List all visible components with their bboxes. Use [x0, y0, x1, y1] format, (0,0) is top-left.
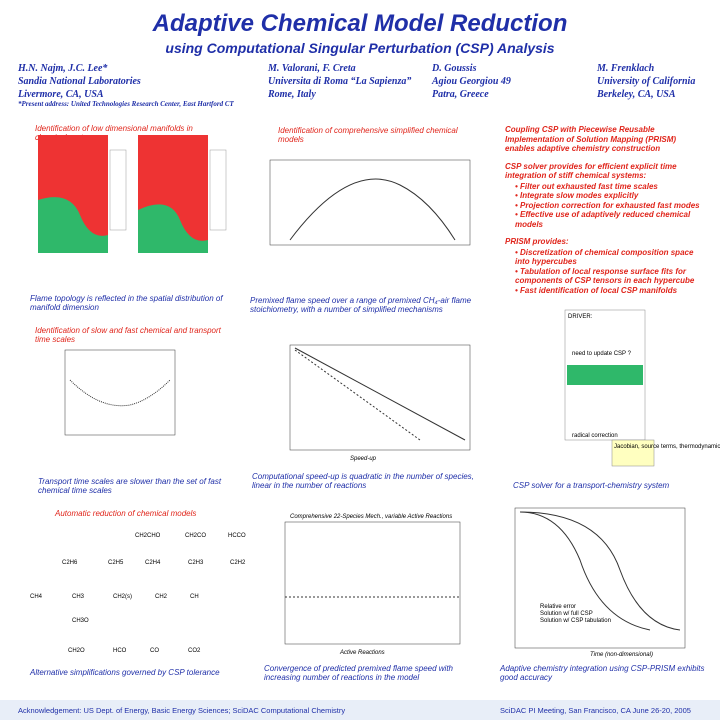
title: Adaptive Chemical Model Reduction: [152, 10, 568, 37]
caption: Automatic reduction of chemical models: [55, 509, 197, 518]
footer-left: Acknowledgement: US Dept. of Energy, Bas…: [18, 706, 346, 715]
axis-label: Speed-up: [350, 456, 377, 462]
author-line: Berkeley, CA, USA: [597, 89, 676, 100]
legend-label: Solution w/ full CSP: [540, 611, 593, 617]
axis-label: Active Reactions: [339, 650, 385, 656]
flow-label: Jacobian, source terms, thermodynamic pr…: [614, 444, 720, 450]
author-line: M. Frenklach: [597, 63, 655, 74]
footer: [0, 700, 720, 720]
caption: Adaptive chemistry integration using CSP…: [500, 664, 705, 682]
node-label: HCO: [113, 648, 127, 654]
author-line: Sandia National Laboratories: [18, 76, 141, 87]
author-line: Rome, Italy: [268, 89, 316, 100]
text: Coupling CSP with Piecewise Reusable Imp…: [505, 125, 677, 153]
list-item: Projection correction for exhausted fast…: [515, 201, 705, 211]
node-label: CH: [190, 594, 199, 600]
node-label: C2H3: [188, 560, 204, 566]
axis-label: Time (non-dimensional): [590, 652, 653, 658]
author-line: D. Goussis: [432, 63, 477, 74]
legend-label: Relative error: [540, 604, 576, 610]
footer-right: SciDAC PI Meeting, San Francisco, CA Jun…: [500, 706, 691, 715]
author-line: Patra, Greece: [432, 89, 489, 100]
node-label: CO: [150, 648, 159, 654]
figures: Speed-up Comprehensive 22-Species Mech.,…: [30, 135, 720, 658]
author-line: H.N. Najm, J.C. Lee*: [18, 63, 108, 74]
subtitle: using Computational Singular Perturbatio…: [165, 40, 555, 56]
caption: Flame topology is reflected in the spati…: [30, 294, 223, 312]
text: PRISM provides:: [505, 237, 569, 246]
node-label: CH3: [72, 594, 85, 600]
plot-title: Comprehensive 22-Species Mech., variable…: [290, 514, 452, 520]
text: CSP solver provides for efficient explic…: [505, 161, 677, 181]
plot: [284, 521, 461, 645]
caption: Transport time scales are slower than th…: [38, 477, 222, 495]
node-label: CH2: [155, 594, 168, 600]
plot: [64, 349, 176, 436]
caption: CSP solver for a transport-chemistry sys…: [513, 481, 670, 490]
node-label: CH4: [30, 594, 43, 600]
map: [38, 197, 108, 253]
curve: [289, 178, 456, 241]
legend: [209, 149, 227, 231]
caption: Identification of slow and fast chemical…: [35, 326, 221, 344]
list-item: Filter out exhausted fast time scales: [515, 182, 705, 192]
node-label: C2H2: [230, 560, 246, 566]
node-label: CH3O: [72, 618, 89, 624]
caption: Convergence of predicted premixed flame …: [264, 664, 453, 682]
node-label: CH2O: [68, 648, 85, 654]
legend: [109, 149, 127, 231]
plot: [269, 159, 471, 246]
author-line: Livermore, CA, USA: [18, 89, 104, 100]
node-label: CH2CHO: [135, 533, 161, 539]
node-label: C2H6: [62, 560, 78, 566]
list-item: Integrate slow modes explicitly: [515, 191, 705, 201]
author-line: Agiou Georgiou 49: [432, 76, 511, 87]
curve: [519, 511, 651, 631]
list-item: Fast identification of local CSP manifol…: [515, 286, 705, 296]
node-label: CO2: [188, 648, 201, 654]
list: Filter out exhausted fast time scalesInt…: [505, 182, 705, 230]
caption: Computational speed-up is quadratic in t…: [252, 472, 474, 490]
flow-label: need to update CSP ?: [572, 351, 632, 357]
node-label: HCCO: [228, 533, 246, 539]
node-label: CH2CO: [185, 533, 206, 539]
curve: [294, 347, 466, 441]
node-label: C2H4: [145, 560, 161, 566]
author-line: University of California: [597, 76, 696, 87]
box: [611, 439, 655, 467]
plot: [514, 507, 686, 649]
caption: Identification of comprehensive simplifi…: [278, 126, 458, 144]
caption: Premixed flame speed over a range of pre…: [250, 296, 472, 314]
right-text: Coupling CSP with Piecewise Reusable Imp…: [505, 125, 705, 303]
note: *Present address: United Technologies Re…: [18, 100, 234, 108]
curve: [294, 349, 421, 441]
legend-label: Solution w/ CSP tabulation: [540, 618, 611, 624]
author-line: Universita di Roma “La Sapienza”: [268, 76, 412, 87]
flow-label: DRIVER:: [568, 314, 593, 320]
flow-label: radical correction: [572, 433, 618, 439]
list: Discretization of chemical composition s…: [505, 248, 705, 296]
curve: [69, 379, 171, 407]
author-line: M. Valorani, F. Creta: [268, 63, 356, 74]
plot: [289, 344, 471, 451]
list-item: Tabulation of local response surface fit…: [515, 267, 705, 286]
curve: [519, 511, 681, 631]
map: [138, 204, 208, 253]
list-item: Discretization of chemical composition s…: [515, 248, 705, 267]
node-label: CH2(s): [113, 594, 132, 600]
node-label: C2H5: [108, 560, 124, 566]
list-item: Effective use of adaptively reduced chem…: [515, 210, 705, 229]
box: [567, 365, 643, 385]
caption: Alternative simplifications governed by …: [30, 668, 220, 677]
